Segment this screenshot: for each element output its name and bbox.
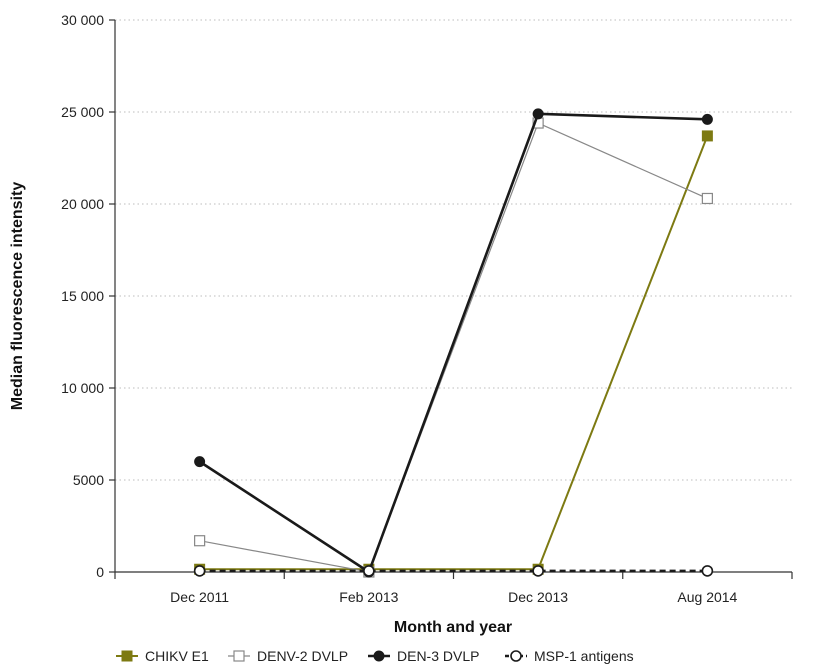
data-point [194,535,206,547]
data-point [701,192,713,205]
data-point [701,130,713,142]
legend-marker [373,650,385,662]
series-line [199,135,709,571]
y-ticks: 0 5000 10 000 15 000 20 000 25 000 30 000 [61,12,115,580]
legend-marker [510,650,522,662]
data-point [193,565,206,577]
series-line [198,112,708,574]
legend-item: CHIKV E1 [116,648,209,664]
x-axis-title: Month and year [394,619,512,636]
x-tick-label: Feb 2013 [339,589,398,605]
data-point [532,565,544,577]
y-tick-label: 5000 [73,472,104,488]
y-tick-label: 25 000 [61,104,104,120]
x-tick-label: Dec 2013 [508,589,568,605]
legend-item: MSP-1 antigens [505,648,634,664]
legend-item: DEN-3 DVLP [368,648,479,664]
legend-item: DENV-2 DVLP [228,648,348,664]
data-point [194,456,206,468]
series-msp-1-antigens [193,565,714,577]
series-den-3-dvlp [194,108,713,578]
y-tick-label: 20 000 [61,196,104,212]
legend-marker [121,650,133,662]
y-tick-label: 15 000 [61,288,104,304]
data-point [701,113,713,125]
y-axis-title: Median fluorescence intensity [9,182,26,411]
y-tick-label: 0 [96,564,104,580]
data-point [363,565,375,577]
legend-label: DEN-3 DVLP [397,648,479,664]
x-ticks: Dec 2011 Feb 2013 Dec 2013 Aug 2014 [114,572,793,605]
x-tick-label: Dec 2011 [170,589,229,605]
legend-marker [233,650,245,662]
x-tick-label: Aug 2014 [677,589,737,605]
legend-label: DENV-2 DVLP [257,648,348,664]
legend-label: MSP-1 antigens [534,648,634,664]
series [193,108,714,578]
legend-label: CHIKV E1 [145,648,209,664]
gridlines [115,19,792,481]
series-line [199,122,708,573]
data-point [532,108,544,120]
y-tick-label: 10 000 [61,380,104,396]
data-point [701,565,714,577]
legend: CHIKV E1 DENV-2 DVLP DEN-3 DVLP MSP-1 antig… [116,648,634,664]
y-tick-label: 30 000 [61,12,104,28]
